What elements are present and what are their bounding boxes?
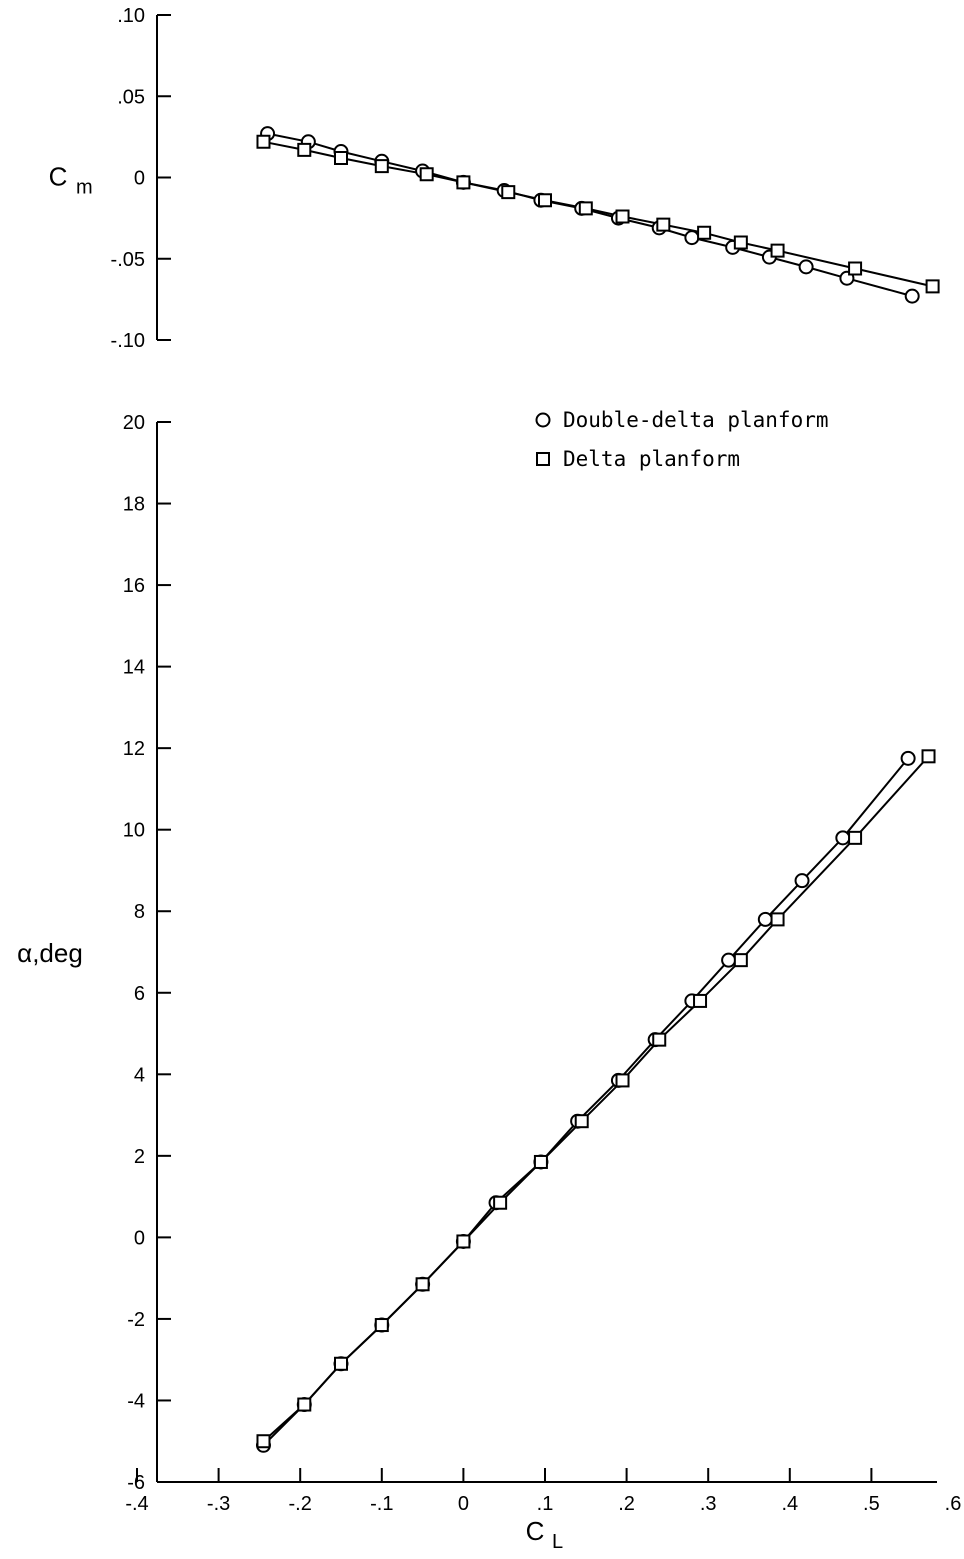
- alpha-x-tick-label: .6: [945, 1493, 962, 1515]
- alpha-point-delta: [848, 830, 863, 845]
- alpha-x-tick-label: .4: [781, 1493, 798, 1515]
- cm-point-delta: [419, 167, 434, 182]
- cm-point-delta: [334, 151, 348, 165]
- alpha-x-tick-label: -.2: [289, 1493, 312, 1515]
- cm-point-double-delta: [798, 259, 814, 275]
- alpha-y-tick-label: -4: [127, 1390, 145, 1412]
- alpha-y-tick-label: 2: [134, 1146, 145, 1168]
- alpha-y-tick-label: 20: [123, 412, 145, 434]
- alpha-y-tick-label: 4: [134, 1064, 145, 1086]
- cm-axis-label: C: [49, 162, 68, 192]
- cl-axis-label: C: [526, 1516, 545, 1546]
- alpha-y-tick-label: 6: [134, 983, 145, 1005]
- alpha-x-tick-label: -.3: [207, 1493, 230, 1515]
- alpha-point-delta: [256, 1434, 271, 1449]
- alpha-point-delta: [374, 1318, 389, 1333]
- alpha-x-tick-label: .2: [618, 1493, 635, 1515]
- alpha-x-tick-label: 0: [458, 1493, 469, 1515]
- alpha-point-delta: [415, 1277, 430, 1292]
- alpha-point-delta: [652, 1032, 667, 1047]
- alpha-point-double-delta: [900, 750, 916, 766]
- alpha-point-delta: [733, 953, 748, 968]
- alpha-y-tick-label: 18: [123, 494, 145, 516]
- cm-point-delta: [925, 279, 940, 294]
- alpha-y-tick-label: 10: [123, 820, 145, 842]
- alpha-point-double-delta: [835, 830, 851, 846]
- alpha-x-tick-label: .5: [863, 1493, 880, 1515]
- cm-y-tick-label: 0: [134, 168, 145, 190]
- alpha-point-delta: [770, 912, 785, 927]
- alpha-point-double-delta: [721, 952, 737, 968]
- alpha-x-tick-label: -.1: [370, 1493, 393, 1515]
- cm-point-delta: [615, 209, 630, 224]
- cm-point-delta: [733, 235, 748, 250]
- alpha-y-tick-label: 12: [123, 738, 145, 760]
- alpha-point-delta: [493, 1195, 508, 1210]
- alpha-series-line-delta: [262, 755, 930, 1442]
- alpha-x-tick-label: -.4: [125, 1493, 148, 1515]
- alpha-y-tick-label: 16: [123, 575, 145, 597]
- legend-marker-circle: [535, 412, 551, 428]
- cm-series-line-delta: [263, 140, 933, 288]
- alpha-point-delta: [921, 749, 936, 764]
- alpha-point-delta: [456, 1234, 471, 1249]
- alpha-point-double-delta: [794, 873, 810, 889]
- alpha-point-delta: [334, 1356, 348, 1371]
- cm-point-double-delta: [904, 288, 920, 304]
- cm-y-tick-label: .10: [117, 5, 145, 27]
- alpha-series-line-double-delta: [262, 757, 909, 1447]
- alpha-point-delta: [533, 1154, 548, 1169]
- cm-point-delta: [848, 261, 863, 276]
- alpha-point-delta: [574, 1114, 589, 1129]
- cm-y-tick-label: .05: [117, 86, 145, 108]
- cm-point-delta: [456, 175, 471, 190]
- alpha-y-tick-label: -2: [127, 1309, 145, 1331]
- cm-point-delta: [770, 243, 785, 258]
- legend-label-delta: Delta planform: [563, 447, 740, 471]
- legend: Double-delta planform Delta planform: [535, 408, 829, 471]
- cm-point-delta: [578, 201, 593, 216]
- cm-point-delta: [297, 142, 312, 157]
- alpha-point-double-delta: [757, 911, 773, 927]
- cm-panel: .10 .05 0 -.05 -.10 C m: [49, 5, 940, 352]
- alpha-point-delta: [297, 1397, 312, 1412]
- cm-point-double-delta: [684, 230, 700, 246]
- cm-point-delta: [374, 159, 389, 174]
- alpha-y-tick-label: 8: [134, 901, 145, 923]
- cm-point-delta: [656, 217, 671, 232]
- alpha-point-delta: [693, 993, 708, 1008]
- cm-point-delta: [697, 225, 712, 240]
- cm-point-delta: [501, 185, 516, 200]
- legend-marker-square: [536, 452, 550, 466]
- alpha-y-tick-label: 0: [134, 1227, 145, 1249]
- alpha-y-tick-label: 14: [123, 657, 145, 679]
- cm-axis-label-subscript: m: [76, 177, 93, 199]
- alpha-x-tick-label: .1: [537, 1493, 554, 1515]
- cl-axis-label-subscript: L: [552, 1531, 563, 1553]
- cm-point-delta: [538, 193, 552, 208]
- alpha-x-tick-label: .3: [700, 1493, 717, 1515]
- cm-point-delta: [256, 134, 271, 149]
- alpha-point-delta: [615, 1073, 630, 1088]
- legend-label-double-delta: Double-delta planform: [563, 408, 829, 432]
- alpha-axis-label: α,deg: [17, 938, 83, 968]
- cm-y-tick-label: -.05: [111, 249, 145, 271]
- cm-y-tick-label: -.10: [111, 330, 145, 352]
- alpha-y-tick-label: -6: [127, 1472, 145, 1494]
